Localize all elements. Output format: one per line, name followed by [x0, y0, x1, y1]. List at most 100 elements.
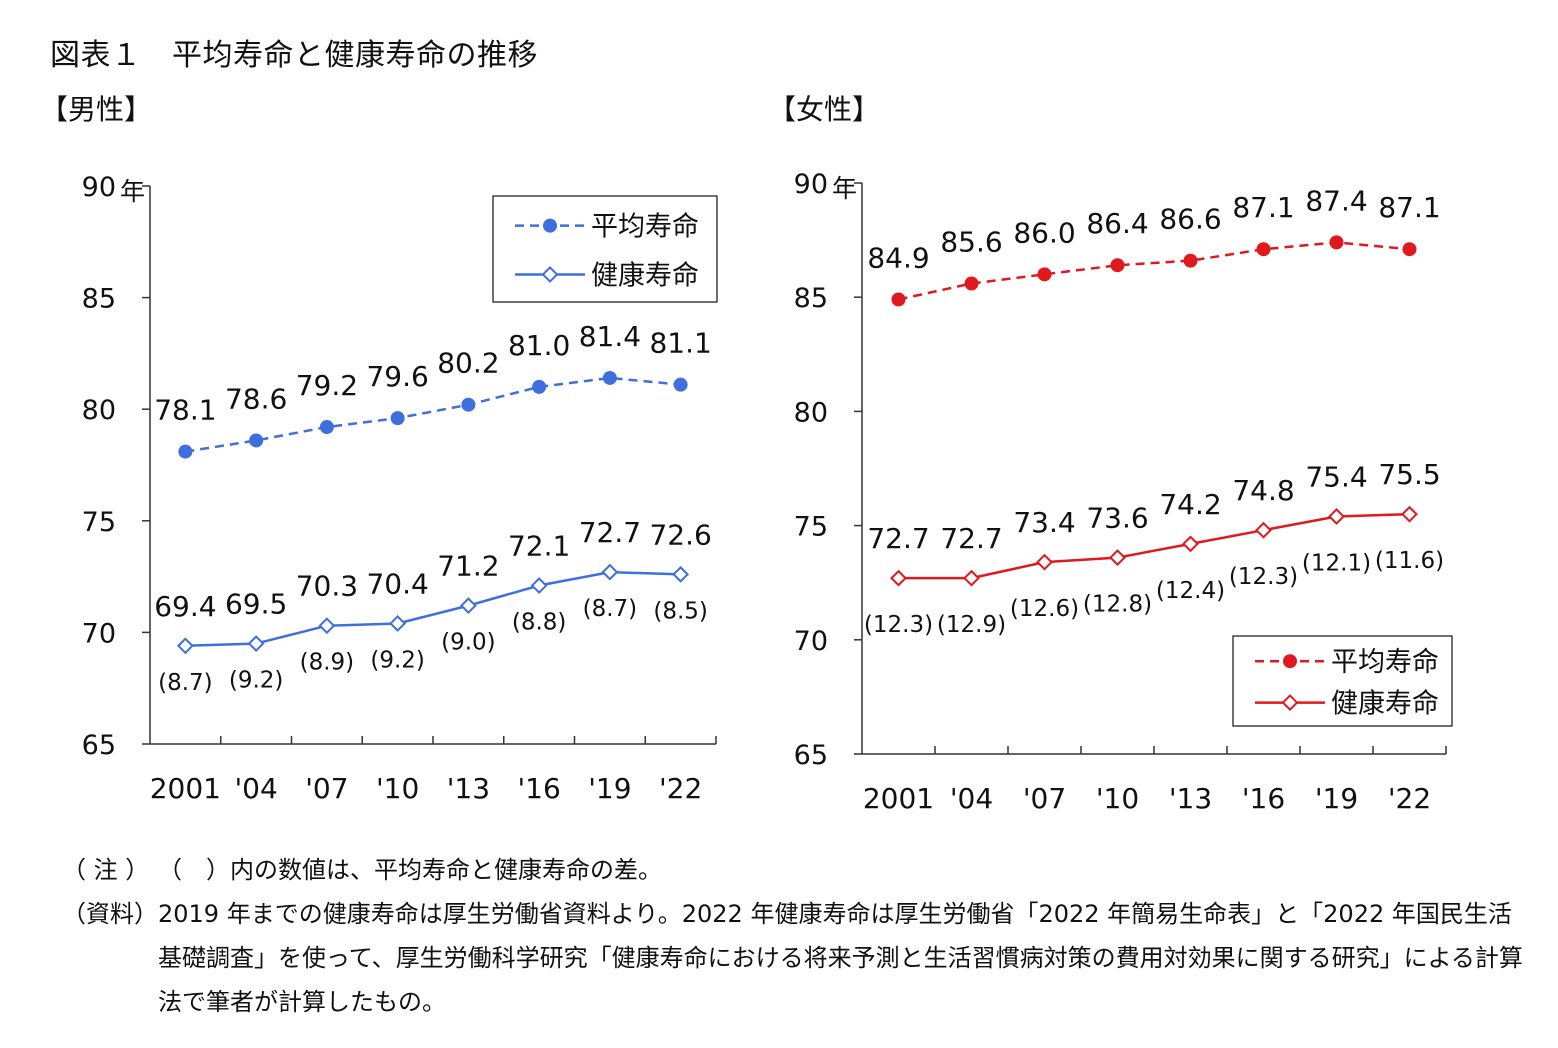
avg-life-point	[1256, 242, 1271, 257]
healthy-life-value-label: 74.2	[1159, 488, 1221, 521]
x-tick-label: '07	[305, 772, 348, 805]
avg-life-value-label: 81.1	[649, 327, 711, 360]
avg-life-point	[1183, 253, 1198, 268]
avg-life-point	[1110, 258, 1125, 273]
legend-box	[492, 195, 718, 303]
y-tick-label: 70	[82, 618, 116, 649]
avg-life-point	[390, 411, 405, 426]
legend-box	[1232, 635, 1453, 727]
avg-life-value-label: 86.6	[1159, 203, 1221, 236]
legend-avg-marker	[1283, 654, 1297, 669]
difference-label: (12.9)	[937, 612, 1006, 638]
difference-label: (12.3)	[864, 612, 933, 638]
avg-life-point	[964, 276, 979, 291]
difference-label: (12.6)	[1010, 596, 1079, 622]
note-key: （ 注 ）	[62, 856, 150, 884]
y-tick-label: 75	[794, 512, 828, 543]
avg-life-value-label: 85.6	[940, 225, 1002, 258]
healthy-life-point	[672, 565, 690, 583]
difference-label: (12.4)	[1156, 578, 1225, 604]
avg-life-point	[461, 397, 476, 412]
healthy-life-point	[963, 569, 980, 587]
avg-life-value-label: 87.1	[1232, 191, 1294, 224]
avg-life-value-label: 80.2	[437, 347, 499, 380]
healthy-life-point	[601, 563, 619, 581]
difference-label: (8.7)	[583, 596, 638, 622]
legend-healthy-marker	[1281, 694, 1299, 712]
avg-life-point	[532, 379, 547, 394]
difference-label: (8.5)	[653, 598, 708, 624]
healthy-life-value-label: 74.8	[1232, 474, 1294, 507]
y-tick-label: 80	[794, 397, 828, 428]
x-tick-label: '04	[234, 772, 277, 805]
difference-label: (8.9)	[300, 650, 355, 676]
x-tick-label: '04	[950, 782, 993, 815]
x-tick-label: '22	[659, 772, 702, 805]
healthy-life-value-label: 75.4	[1305, 460, 1367, 493]
y-tick-label: 80	[82, 395, 116, 426]
y-tick-label: 70	[794, 626, 828, 657]
avg-life-point	[891, 292, 906, 307]
difference-label: (9.2)	[229, 668, 284, 694]
difference-label: (9.2)	[370, 647, 425, 673]
source-key: （資料）	[62, 900, 158, 928]
x-tick-label: '10	[1096, 782, 1139, 815]
healthy-life-value-label: 72.7	[940, 522, 1002, 555]
healthy-life-value-label: 69.4	[154, 590, 216, 623]
healthy-life-value-label: 72.7	[867, 522, 929, 555]
x-tick-label: '10	[376, 772, 419, 805]
difference-label: (12.1)	[1302, 550, 1371, 576]
x-tick-label: 2001	[863, 782, 934, 815]
healthy-life-value-label: 75.5	[1378, 458, 1440, 491]
healthy-life-value-label: 72.7	[579, 516, 641, 549]
y-unit-label: 年	[832, 174, 857, 203]
x-tick-label: '16	[517, 772, 560, 805]
legend-healthy-label: 健康寿命	[591, 260, 699, 291]
x-tick-label: '13	[447, 772, 490, 805]
x-tick-label: 2001	[150, 772, 221, 805]
note-row: （ 注 ） （ ）内の数値は、平均寿命と健康寿命の差。	[62, 848, 1532, 892]
avg-life-line	[185, 376, 681, 453]
avg-life-point	[249, 433, 264, 448]
healthy-life-point	[247, 635, 265, 652]
x-tick-label: '07	[1023, 782, 1066, 815]
healthy-life-point	[318, 617, 336, 635]
healthy-life-point	[1401, 505, 1418, 523]
x-tick-label: '19	[1315, 782, 1358, 815]
x-tick-label: '22	[1388, 782, 1431, 815]
y-unit-label: 年	[120, 177, 145, 206]
y-tick-label: 90	[794, 169, 828, 200]
legend-avg-label: 平均寿命	[1331, 647, 1439, 678]
healthy-life-value-label: 72.6	[649, 518, 711, 551]
x-tick-label: '13	[1169, 782, 1212, 815]
difference-label: (11.6)	[1375, 548, 1444, 574]
healthy-life-point	[1109, 549, 1126, 566]
x-tick-label: '16	[1242, 782, 1285, 815]
avg-life-value-label: 87.4	[1305, 184, 1367, 217]
healthy-life-point	[530, 577, 548, 594]
difference-label: (12.3)	[1229, 564, 1298, 590]
difference-label: (9.0)	[441, 630, 496, 656]
healthy-life-line	[185, 570, 681, 648]
healthy-life-point	[1036, 553, 1053, 571]
avg-life-point	[673, 377, 688, 392]
healthy-life-value-label: 73.6	[1086, 502, 1148, 535]
avg-life-value-label: 78.1	[154, 394, 216, 427]
x-tick-label: '19	[588, 772, 631, 805]
difference-label: (8.8)	[512, 610, 567, 636]
legend-healthy-marker	[541, 266, 559, 283]
avg-life-point	[602, 370, 617, 385]
y-tick-label: 65	[82, 730, 116, 761]
difference-label: (12.8)	[1083, 592, 1152, 618]
y-tick-label: 85	[82, 284, 116, 315]
avg-life-point	[319, 420, 334, 435]
healthy-life-point	[1182, 535, 1199, 553]
source-row: （資料） 2019 年までの健康寿命は厚生労働省資料より。2022 年健康寿命は…	[62, 892, 1532, 1024]
avg-life-value-label: 84.9	[867, 241, 929, 274]
legend-avg-label: 平均寿命	[591, 212, 699, 243]
avg-life-point	[1402, 242, 1417, 257]
healthy-life-point	[459, 597, 477, 615]
healthy-life-value-label: 69.5	[225, 588, 287, 621]
avg-life-value-label: 86.0	[1013, 216, 1075, 249]
